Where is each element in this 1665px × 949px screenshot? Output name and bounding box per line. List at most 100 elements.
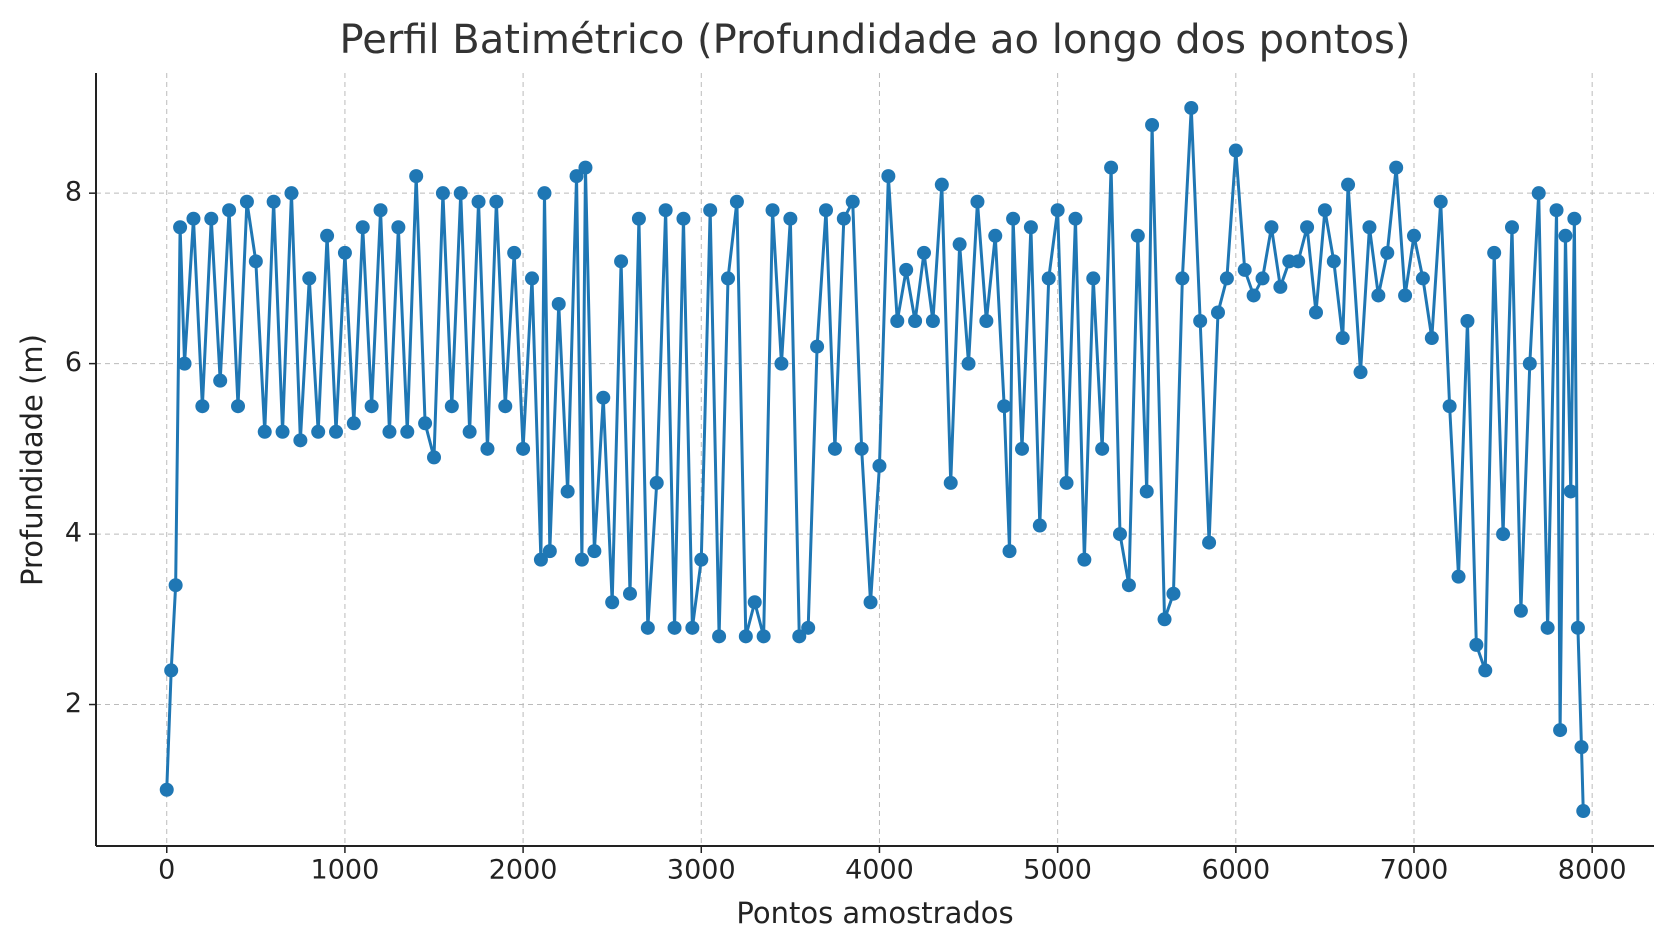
data-point <box>676 211 691 226</box>
data-point <box>1469 637 1484 652</box>
data-point <box>1157 612 1172 627</box>
data-point <box>658 203 673 218</box>
data-point <box>1086 271 1101 286</box>
data-point <box>204 211 219 226</box>
data-point <box>1202 535 1217 550</box>
data-point <box>988 228 1003 243</box>
data-point <box>1273 279 1288 294</box>
data-point <box>863 595 878 610</box>
data-point <box>1210 305 1225 320</box>
data-point <box>159 782 174 797</box>
data-point <box>640 620 655 635</box>
data-point <box>1059 475 1074 490</box>
data-point <box>1077 552 1092 567</box>
data-point <box>872 458 887 473</box>
data-point <box>1166 586 1181 601</box>
data-point <box>703 203 718 218</box>
data-point <box>1504 220 1519 235</box>
data-point <box>284 186 299 201</box>
data-point <box>1576 804 1591 819</box>
data-point <box>685 620 700 635</box>
data-point <box>542 544 557 559</box>
data-point <box>320 228 335 243</box>
data-point <box>1496 527 1511 542</box>
data-point <box>1184 100 1199 115</box>
data-point <box>1317 203 1332 218</box>
data-point <box>409 169 424 184</box>
data-point <box>1300 220 1315 235</box>
y-tick-label: 6 <box>65 347 82 378</box>
data-point <box>222 203 237 218</box>
data-point <box>934 177 949 192</box>
data-point <box>756 629 771 644</box>
data-point <box>257 424 272 439</box>
data-point <box>899 262 914 277</box>
data-point <box>952 237 967 252</box>
data-point <box>578 160 593 175</box>
data-point <box>1228 143 1243 158</box>
data-point <box>1558 228 1573 243</box>
data-point <box>1353 365 1368 380</box>
data-point <box>1326 254 1341 269</box>
data-point <box>364 399 379 414</box>
data-point <box>738 629 753 644</box>
x-tick-label: 4000 <box>845 855 914 886</box>
data-point <box>355 220 370 235</box>
data-point <box>1570 620 1585 635</box>
data-point <box>854 441 869 456</box>
data-point <box>916 245 931 260</box>
data-point <box>1415 271 1430 286</box>
data-point <box>774 356 789 371</box>
data-point <box>1050 203 1065 218</box>
data-point <box>329 424 344 439</box>
x-tick-label: 3000 <box>667 855 736 886</box>
data-point <box>1006 211 1021 226</box>
data-point <box>1246 288 1261 303</box>
data-point <box>525 271 540 286</box>
data-point <box>623 586 638 601</box>
y-tick-label: 2 <box>65 688 82 719</box>
data-point <box>845 194 860 209</box>
chart-title: Perfil Batimétrico (Profundidade ao long… <box>340 17 1411 63</box>
data-point <box>427 450 442 465</box>
data-point <box>1389 160 1404 175</box>
data-point <box>1237 262 1252 277</box>
data-point <box>213 373 228 388</box>
data-point <box>1549 203 1564 218</box>
data-point <box>1380 245 1395 260</box>
data-point <box>1563 484 1578 499</box>
data-point <box>1255 271 1270 286</box>
x-tick-label: 0 <box>158 855 175 886</box>
data-point <box>498 399 513 414</box>
data-point <box>979 314 994 329</box>
data-point <box>729 194 744 209</box>
data-point <box>1451 569 1466 584</box>
data-point <box>1513 603 1528 618</box>
data-point <box>1522 356 1537 371</box>
data-point <box>747 595 762 610</box>
data-point <box>302 271 317 286</box>
data-point <box>1567 211 1582 226</box>
data-point <box>1362 220 1377 235</box>
data-point <box>507 245 522 260</box>
data-point <box>173 220 188 235</box>
x-tick-label: 1000 <box>311 855 380 886</box>
data-point <box>1219 271 1234 286</box>
data-point <box>649 475 664 490</box>
data-point <box>1553 723 1568 738</box>
data-point <box>168 578 183 593</box>
data-point <box>177 356 192 371</box>
data-point <box>1121 578 1136 593</box>
data-point <box>1478 663 1493 678</box>
x-tick-label: 6000 <box>1201 855 1270 886</box>
data-point <box>694 552 709 567</box>
data-point <box>631 211 646 226</box>
data-point <box>444 399 459 414</box>
data-point <box>810 339 825 354</box>
data-point <box>961 356 976 371</box>
data-point <box>275 424 290 439</box>
data-point <box>997 399 1012 414</box>
data-point <box>908 314 923 329</box>
data-point <box>453 186 468 201</box>
data-point <box>1460 314 1475 329</box>
